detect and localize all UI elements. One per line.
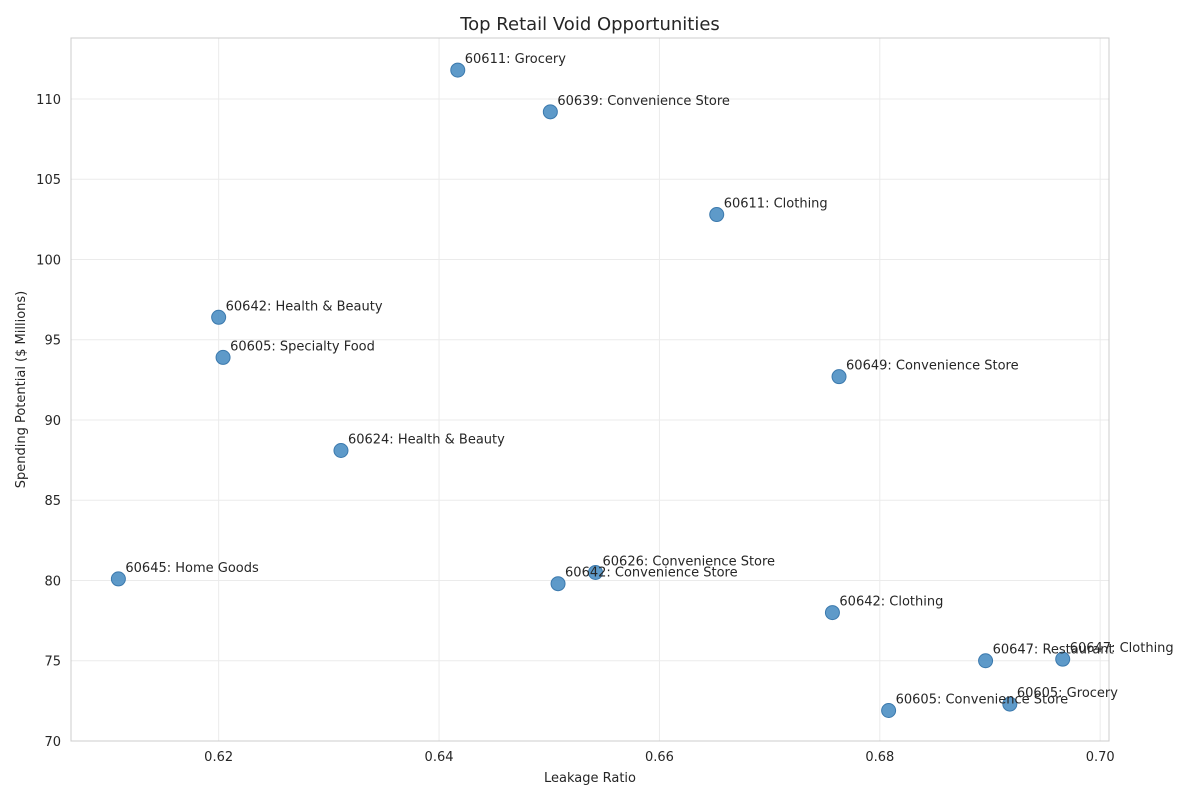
data-point xyxy=(215,349,231,365)
data-point xyxy=(978,653,994,669)
point-label: 60649: Convenience Store xyxy=(846,359,1019,374)
point-label: 60647: Restaurant xyxy=(993,643,1114,658)
x-axis-ticks: 0.62 0.64 0.66 0.68 0.70 xyxy=(204,750,1114,765)
point-label: 60639: Convenience Store xyxy=(557,94,730,109)
data-point xyxy=(110,571,126,587)
point-label: 60642: Clothing xyxy=(839,595,943,610)
data-point xyxy=(211,309,227,325)
data-point xyxy=(333,442,349,458)
point-label: 60647: Clothing xyxy=(1070,641,1174,656)
plot-area-frame xyxy=(70,37,1110,742)
point-label: 60645: Home Goods xyxy=(125,561,259,576)
y-tick-label: 70 xyxy=(44,735,61,750)
y-tick-label: 100 xyxy=(36,253,61,268)
point-label: 60605: Convenience Store xyxy=(896,693,1069,708)
x-tick-label: 0.70 xyxy=(1086,750,1115,765)
data-point xyxy=(542,104,558,120)
y-axis-ticks: 70 75 80 85 90 95 100 105 110 xyxy=(36,93,61,750)
x-tick-label: 0.62 xyxy=(204,750,233,765)
point-label: 60605: Specialty Food xyxy=(230,339,375,354)
y-tick-label: 80 xyxy=(44,574,61,589)
data-point xyxy=(1055,651,1071,667)
y-tick-label: 110 xyxy=(36,93,61,108)
data-point xyxy=(550,576,566,592)
data-point xyxy=(709,207,725,223)
point-label: 60642: Convenience Store xyxy=(565,566,738,581)
y-tick-label: 105 xyxy=(36,173,61,188)
y-tick-label: 90 xyxy=(44,414,61,429)
data-point xyxy=(588,564,604,580)
point-label: 60642: Health & Beauty xyxy=(226,299,383,314)
data-point xyxy=(824,605,840,621)
point-labels: 60611: Grocery 60639: Convenience Store 60… xyxy=(125,52,1173,707)
x-axis-label: Leakage Ratio xyxy=(544,771,636,786)
point-label: 60611: Grocery xyxy=(465,52,566,67)
point-label: 60611: Clothing xyxy=(724,197,828,212)
chart-title: Top Retail Void Opportunities xyxy=(459,14,720,35)
point-label: 60605: Grocery xyxy=(1017,686,1118,701)
y-tick-label: 75 xyxy=(44,655,61,670)
y-axis-label: Spending Potential ($ Millions) xyxy=(14,291,29,489)
data-point xyxy=(831,369,847,385)
x-tick-label: 0.64 xyxy=(425,750,454,765)
point-label: 60626: Convenience Store xyxy=(603,554,776,569)
x-tick-label: 0.68 xyxy=(865,750,894,765)
data-points xyxy=(110,62,1071,719)
x-tick-label: 0.66 xyxy=(645,750,674,765)
data-point xyxy=(450,62,466,78)
data-point xyxy=(1002,696,1018,712)
data-point xyxy=(881,703,897,719)
y-tick-label: 95 xyxy=(44,334,61,349)
point-label: 60624: Health & Beauty xyxy=(348,432,505,447)
y-tick-label: 85 xyxy=(44,494,61,509)
